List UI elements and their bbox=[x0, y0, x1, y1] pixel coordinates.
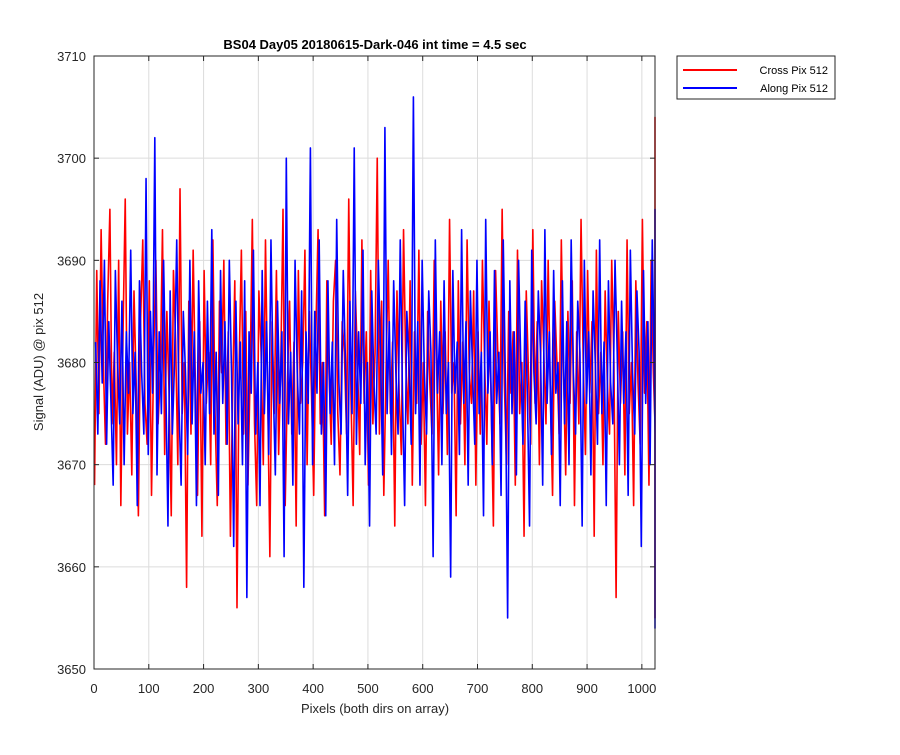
x-tick-label: 300 bbox=[248, 681, 270, 696]
legend: Cross Pix 512 Along Pix 512 bbox=[676, 55, 836, 100]
y-axis: 3650 3660 3670 3680 3690 3700 3710 bbox=[57, 49, 655, 677]
x-axis-label: Pixels (both dirs on array) bbox=[301, 701, 449, 716]
x-tick-label: 1000 bbox=[627, 681, 656, 696]
x-tick-label: 600 bbox=[412, 681, 434, 696]
chart-title: BS04 Day05 20180615-Dark-046 int time = … bbox=[223, 37, 526, 52]
legend-label-cross: Cross Pix 512 bbox=[760, 65, 828, 77]
y-tick-label: 3650 bbox=[57, 662, 86, 677]
x-tick-label: 0 bbox=[90, 681, 97, 696]
x-tick-label: 400 bbox=[302, 681, 324, 696]
legend-label-along: Along Pix 512 bbox=[760, 83, 828, 95]
x-axis: 0 100 200 300 400 500 600 700 800 900 1000 bbox=[90, 56, 656, 696]
x-tick-label: 500 bbox=[357, 681, 379, 696]
y-tick-label: 3700 bbox=[57, 151, 86, 166]
y-tick-label: 3690 bbox=[57, 253, 86, 268]
y-tick-label: 3660 bbox=[57, 560, 86, 575]
x-tick-label: 900 bbox=[576, 681, 598, 696]
y-tick-label: 3680 bbox=[57, 356, 86, 371]
x-tick-label: 800 bbox=[521, 681, 543, 696]
x-tick-label: 200 bbox=[193, 681, 215, 696]
x-tick-label: 100 bbox=[138, 681, 160, 696]
x-tick-label: 700 bbox=[467, 681, 489, 696]
y-axis-label: Signal (ADU) @ pix 512 bbox=[31, 293, 46, 431]
legend-box bbox=[676, 55, 836, 100]
y-tick-label: 3670 bbox=[57, 458, 86, 473]
series-line-along-pix-512 bbox=[94, 96, 656, 629]
y-tick-label: 3710 bbox=[57, 49, 86, 64]
